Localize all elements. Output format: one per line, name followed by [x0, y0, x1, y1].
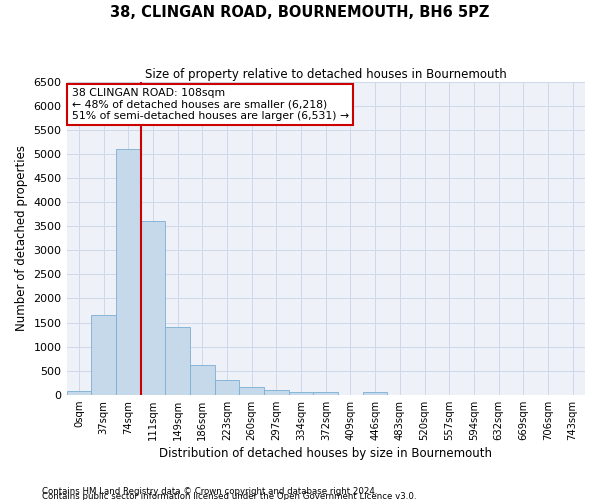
Text: Contains public sector information licensed under the Open Government Licence v3: Contains public sector information licen… — [42, 492, 416, 500]
Bar — [264, 390, 289, 395]
X-axis label: Distribution of detached houses by size in Bournemouth: Distribution of detached houses by size … — [159, 447, 492, 460]
Bar — [289, 392, 313, 395]
Bar — [140, 222, 165, 395]
Bar — [190, 365, 215, 395]
Bar — [165, 328, 190, 395]
Bar — [67, 391, 91, 395]
Bar — [215, 380, 239, 395]
Bar — [116, 149, 140, 395]
Bar — [363, 392, 388, 395]
Text: 38 CLINGAN ROAD: 108sqm
← 48% of detached houses are smaller (6,218)
51% of semi: 38 CLINGAN ROAD: 108sqm ← 48% of detache… — [72, 88, 349, 121]
Bar — [313, 392, 338, 395]
Bar — [91, 316, 116, 395]
Text: Contains HM Land Registry data © Crown copyright and database right 2024.: Contains HM Land Registry data © Crown c… — [42, 486, 377, 496]
Title: Size of property relative to detached houses in Bournemouth: Size of property relative to detached ho… — [145, 68, 506, 80]
Text: 38, CLINGAN ROAD, BOURNEMOUTH, BH6 5PZ: 38, CLINGAN ROAD, BOURNEMOUTH, BH6 5PZ — [110, 5, 490, 20]
Bar — [239, 388, 264, 395]
Y-axis label: Number of detached properties: Number of detached properties — [15, 145, 28, 331]
